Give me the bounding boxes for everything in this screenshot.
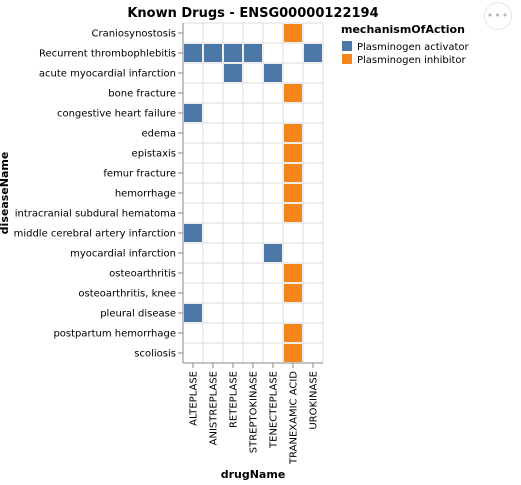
heatmap-cell[interactable] [284, 164, 302, 182]
y-tick-label: pleural disease [100, 309, 176, 320]
y-tick-label: osteoarthritis, knee [78, 289, 176, 300]
legend-swatch [342, 54, 352, 64]
heatmap-cell[interactable] [284, 344, 302, 362]
legend-title: mechanismOfAction [341, 23, 465, 36]
x-tick-label: TENECTEPLASE [269, 371, 280, 449]
y-tick-label: femur fracture [103, 169, 176, 180]
heatmap-cell[interactable] [224, 64, 242, 82]
heatmap-cell[interactable] [284, 124, 302, 142]
x-tick-label: UROKINASE [309, 371, 320, 430]
heatmap-cell[interactable] [204, 44, 222, 62]
heatmap-cell[interactable] [304, 44, 322, 62]
heatmap-cell[interactable] [284, 324, 302, 342]
y-tick-label: postpartum hemorrhage [53, 329, 176, 340]
heatmap-cell[interactable] [284, 144, 302, 162]
y-tick-label: edema [141, 129, 176, 140]
chart-title: Known Drugs - ENSG00000122194 [127, 6, 378, 21]
heatmap-cell[interactable] [284, 204, 302, 222]
legend-label: Plasminogen inhibitor [357, 55, 467, 66]
legend-swatch [342, 41, 352, 51]
heatmap-cell[interactable] [284, 84, 302, 102]
y-tick-label: congestive heart failure [57, 109, 176, 120]
y-axis: Craniosynostosis Recurrent thrombophlebit… [14, 23, 184, 363]
heatmap-cell[interactable] [264, 64, 282, 82]
y-tick-label: Recurrent thrombophlebitis [39, 49, 176, 60]
x-tick-label: TRANEXAMIC ACID [289, 371, 300, 465]
heatmap-cell[interactable] [284, 184, 302, 202]
heatmap-cell[interactable] [284, 264, 302, 282]
heatmap-cell[interactable] [264, 244, 282, 262]
heatmap-cell[interactable] [184, 104, 202, 122]
y-tick-label: osteoarthritis [109, 269, 176, 280]
heatmap-cell[interactable] [284, 24, 302, 42]
heatmap-cell[interactable] [184, 224, 202, 242]
cells-layer [184, 24, 322, 362]
x-tick-label: RETEPLASE [229, 371, 240, 428]
legend: mechanismOfAction Plasminogen activator P… [341, 23, 470, 66]
heatmap-cell[interactable] [284, 284, 302, 302]
y-tick-label: Craniosynostosis [92, 29, 177, 40]
y-tick-label: bone fracture [108, 89, 176, 100]
heatmap-cell[interactable] [244, 44, 262, 62]
y-tick-label: myocardial infarction [70, 249, 176, 260]
y-tick-label: intracranial subdural hematoma [15, 209, 176, 220]
legend-label: Plasminogen activator [357, 42, 470, 53]
y-tick-label: scoliosis [134, 349, 176, 360]
x-tick-label: STREPTOKINASE [249, 371, 260, 453]
heatmap-cell[interactable] [184, 44, 202, 62]
x-tick-label: ALTEPLASE [189, 371, 200, 426]
heatmap-cell[interactable] [224, 44, 242, 62]
x-axis: ALTEPLASE ANISTREPLASE RETEPLASE STREPTOKIN… [183, 362, 323, 465]
y-axis-title: diseaseName [0, 152, 11, 235]
x-tick-label: ANISTREPLASE [209, 371, 220, 445]
chart-actions-menu-button[interactable]: ••• [484, 2, 512, 30]
x-axis-title: drugName [221, 468, 286, 481]
y-tick-label: middle cerebral artery infarction [14, 229, 176, 240]
y-tick-label: epistaxis [132, 149, 176, 160]
y-tick-label: acute myocardial infarction [39, 69, 176, 80]
heatmap-cell[interactable] [184, 304, 202, 322]
more-dots-icon: ••• [486, 9, 510, 22]
y-tick-label: hemorrhage [115, 189, 176, 200]
